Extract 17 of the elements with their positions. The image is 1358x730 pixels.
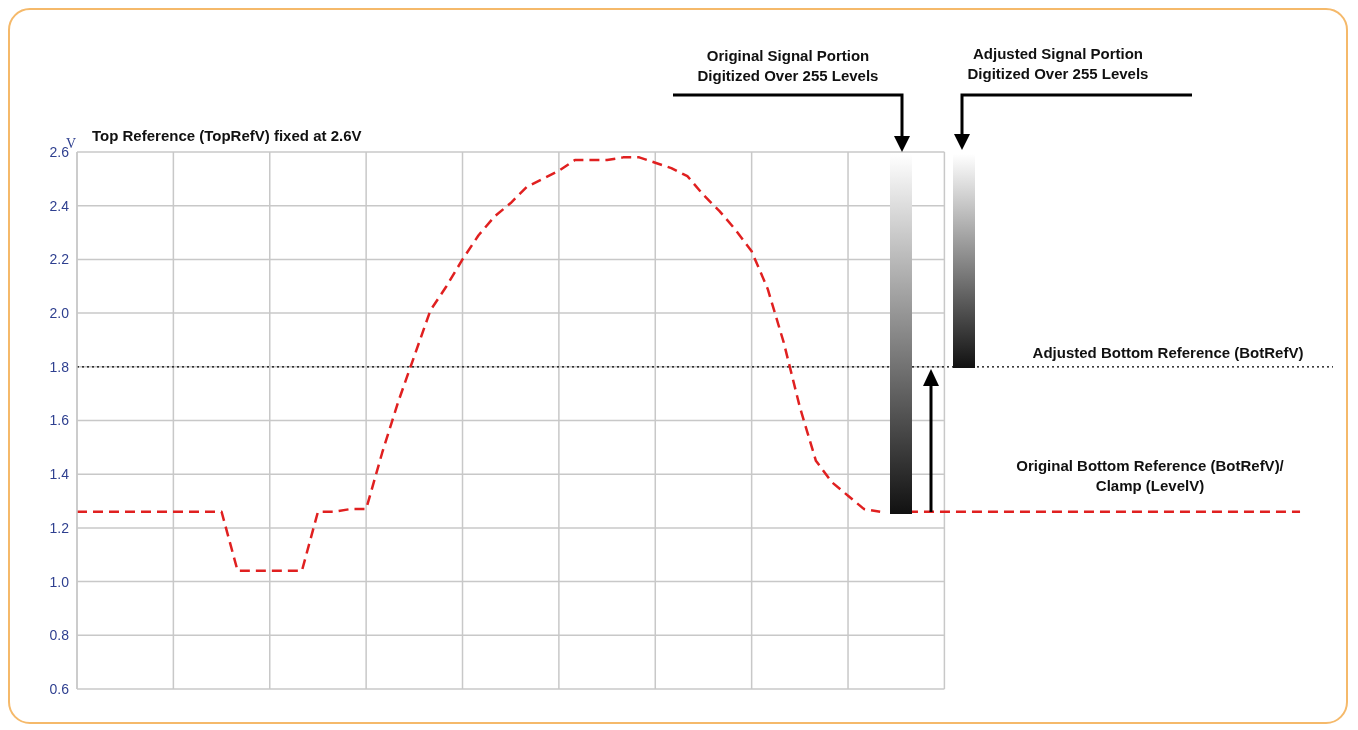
y-tick-label: 0.6 [49, 680, 70, 697]
y-tick-label: 2.2 [49, 251, 70, 268]
y-tick-label: 1.6 [49, 412, 70, 429]
y-tick-label: 2.0 [49, 305, 70, 322]
y-tick-label: 1.4 [49, 466, 70, 483]
y-tick-label: 0.8 [49, 627, 70, 644]
y-tick-label: 2.6 [49, 143, 70, 160]
line-series [77, 156, 882, 573]
ref-line-label: Adjusted Bottom Reference (BotRefV) [1032, 343, 1304, 361]
ref-line-label: Original Bottom Reference (BotRefV)/ Clamp (LevelV) [1016, 456, 1285, 494]
y-tick-label: 1.2 [49, 519, 70, 536]
text: Adjusted Signal Portion Digitized Over 255 Levels [966, 44, 1150, 84]
y-tick-label: 1.8 [49, 358, 70, 375]
y-tick-label: 1.0 [49, 573, 70, 590]
text: Original Signal Portion Digitized Over 255 Levels [696, 46, 880, 86]
text: Top Reference (TopRefV) fixed at 2.6V [92, 126, 362, 146]
y-tick-label: 2.4 [49, 197, 70, 214]
